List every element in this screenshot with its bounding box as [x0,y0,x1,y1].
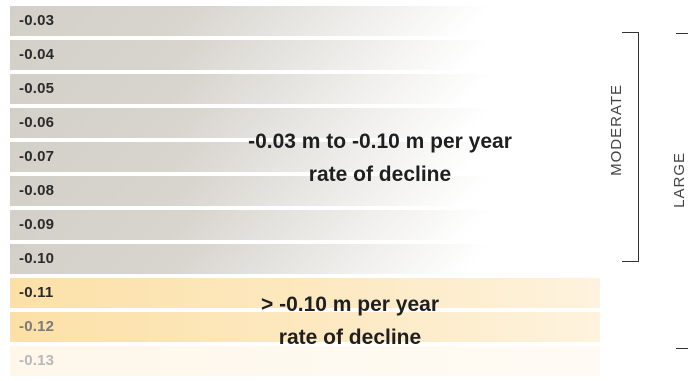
large-decline-line2: rate of decline [278,325,422,349]
scale-band-label: -0.03 [19,12,55,29]
scale-band: -0.04 [10,40,600,70]
scale-band: -0.07 [10,142,600,172]
scale-band: -0.03 [10,6,600,36]
scale-band-label: -0.08 [19,182,55,199]
moderate-decline-description: -0.03 m to -0.10 m per year rate of decl… [200,126,560,191]
moderate-bracket-label: MODERATE [608,84,625,176]
scale-band-label: -0.10 [19,250,55,267]
scale-band-label: -0.12 [19,318,55,335]
scale-band: -0.12 [10,312,600,342]
scale-band: -0.11 [10,278,600,308]
decline-scale: -0.03 -0.04 -0.05 -0.06 -0.07 -0.08 -0.09 -0.10… [10,0,600,381]
scale-band-label: -0.06 [19,114,55,131]
moderate-decline-line1: -0.03 m to -0.10 m per year [248,130,512,153]
large-range-top-tick [676,33,688,34]
scale-band-label: -0.07 [19,148,55,165]
scale-band-label: -0.04 [19,46,55,63]
large-decline-line1: > -0.10 m per year [260,293,440,316]
moderate-bracket [622,32,639,262]
scale-band: -0.06 [10,108,600,138]
scale-band-label: -0.11 [19,284,54,301]
scale-band: -0.09 [10,210,600,240]
scale-band: -0.08 [10,176,600,206]
large-range-label: LARGE [671,152,688,208]
moderate-decline-line2: rate of decline [308,162,452,186]
scale-band-label: -0.13 [19,352,55,369]
scale-band: -0.05 [10,74,600,104]
scale-band: -0.13 [10,346,600,376]
scale-band: -0.10 [10,244,600,274]
large-decline-description: > -0.10 m per year rate of decline [200,289,500,354]
scale-band-label: -0.09 [19,216,55,233]
large-range-bottom-tick [676,348,688,349]
scale-band-label: -0.05 [19,80,55,97]
